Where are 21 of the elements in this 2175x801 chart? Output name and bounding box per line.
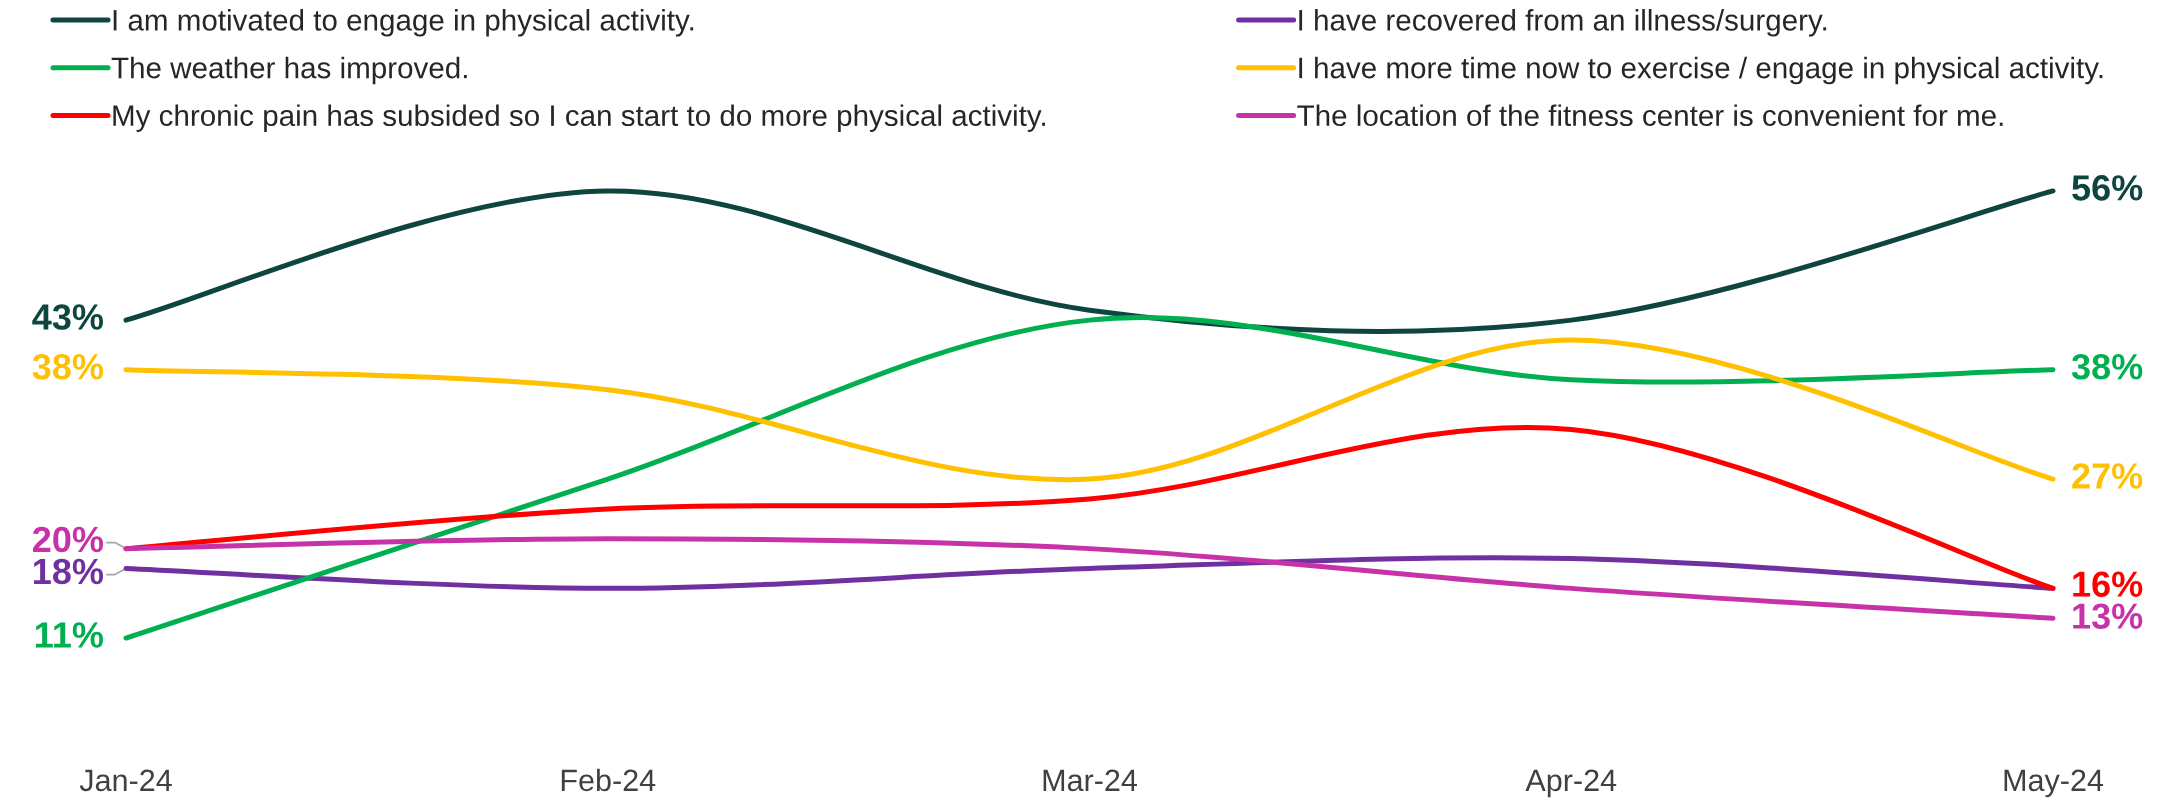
x-tick-label: Apr-24 <box>1525 769 1617 798</box>
legend-label: The location of the fitness center is convenient for me. <box>1297 104 2003 127</box>
legend-label: I am motivated to engage in physical activity. <box>113 9 694 37</box>
x-tick-label: May-24 <box>2004 769 2104 798</box>
data-label: 38% <box>32 353 104 380</box>
data-label: 38% <box>2071 353 2143 380</box>
data-label: 43% <box>32 304 104 330</box>
legend-label: My chronic pain has subsided so I can start to do more physical activity. <box>113 104 1045 132</box>
data-label: 11% <box>35 622 104 648</box>
data-label: 27% <box>2072 463 2143 489</box>
data-label: 18% <box>34 558 104 585</box>
x-tick-label: Jan-24 <box>79 769 172 792</box>
legend-label: The weather has improved. <box>111 56 467 85</box>
data-label: 56% <box>2072 175 2143 201</box>
legend-label: I have recovered from an illness/surgery. <box>1299 9 1827 37</box>
legend-label: I have more time now to exercise / engage in physical activity. <box>1299 56 2103 85</box>
data-label: 13% <box>2073 603 2143 630</box>
data-label: 20% <box>32 526 104 553</box>
x-tick-label: Feb-24 <box>561 768 656 792</box>
data-label: 16% <box>2073 571 2143 597</box>
x-tick-label: Mar-24 <box>1043 769 1137 792</box>
